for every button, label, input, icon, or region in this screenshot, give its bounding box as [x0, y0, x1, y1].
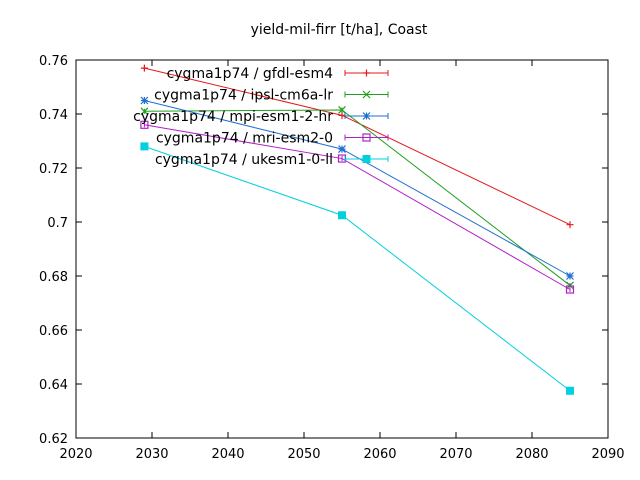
y-tick-label: 0.76 — [39, 54, 68, 69]
legend-entry-2: cygma1p74 / ipsl-cm6a-lr — [154, 88, 389, 104]
x-tick-label: 2090 — [591, 447, 624, 462]
legend-entry-5: cygma1p74 / ukesm1-0-ll — [155, 152, 389, 168]
series-1 — [140, 64, 574, 229]
legend-entry-3: cygma1p74 / mpi-esm1-2-hr — [133, 109, 389, 125]
data-point — [566, 386, 574, 395]
y-tick-label: 0.72 — [39, 162, 68, 177]
legend-marker — [363, 69, 370, 77]
x-tick-label: 2050 — [287, 447, 320, 462]
legend-label: cygma1p74 / gfdl-esm4 — [167, 66, 334, 82]
x-tick-label: 2030 — [135, 447, 168, 462]
series-line — [144, 124, 571, 290]
data-point — [338, 106, 346, 114]
y-tick-label: 0.66 — [39, 324, 68, 339]
axis-ticks: 2020 2030 2040 2050 2060 2070 2080 2090 0.62 0.64… — [39, 54, 625, 462]
legend-marker — [362, 112, 371, 120]
x-tick-label: 2040 — [211, 447, 244, 462]
x-tick-label: 2020 — [59, 447, 92, 462]
data-point — [566, 221, 574, 229]
series-layer — [140, 64, 575, 395]
x-tick-label: 2070 — [439, 447, 472, 462]
plot-area-frame — [75, 59, 609, 439]
data-point — [140, 120, 149, 129]
data-point — [140, 142, 149, 151]
legend: cygma1p74 / gfdl-esm4 cygma1p74 / ipsl-cm… — [133, 66, 389, 168]
legend-entry-4: cygma1p74 / mri-esm2-0 — [156, 131, 389, 147]
series-4 — [140, 120, 575, 294]
data-point — [566, 272, 574, 280]
legend-label: cygma1p74 / ipsl-cm6a-lr — [154, 88, 333, 104]
data-point — [565, 285, 575, 294]
legend-label: cygma1p74 / ukesm1-0-ll — [155, 152, 333, 168]
data-point — [140, 107, 149, 116]
legend-marker — [362, 90, 371, 99]
series-line — [144, 100, 571, 277]
x-tick-label: 2060 — [363, 447, 396, 462]
series-5 — [140, 142, 574, 395]
legend-label: cygma1p74 / mri-esm2-0 — [156, 131, 333, 147]
data-point — [338, 111, 346, 119]
legend-label: cygma1p74 / mpi-esm1-2-hr — [133, 109, 333, 125]
x-tick-label: 2080 — [515, 447, 548, 462]
y-tick-label: 0.64 — [39, 378, 68, 393]
data-point — [140, 64, 148, 72]
y-tick-label: 0.68 — [39, 270, 68, 285]
legend-entry-1: cygma1p74 / gfdl-esm4 — [167, 66, 389, 82]
legend-marker — [362, 133, 371, 142]
series-3 — [140, 96, 574, 280]
legend-marker — [362, 155, 371, 163]
y-tick-label: 0.62 — [39, 432, 68, 447]
chart-title: yield-mil-firr [t/ha], Coast — [251, 22, 428, 38]
data-point — [338, 211, 346, 220]
y-tick-label: 0.7 — [47, 216, 68, 231]
y-tick-label: 0.74 — [39, 108, 68, 123]
data-point — [338, 145, 346, 154]
data-point — [140, 96, 149, 105]
series-line — [144, 145, 571, 392]
